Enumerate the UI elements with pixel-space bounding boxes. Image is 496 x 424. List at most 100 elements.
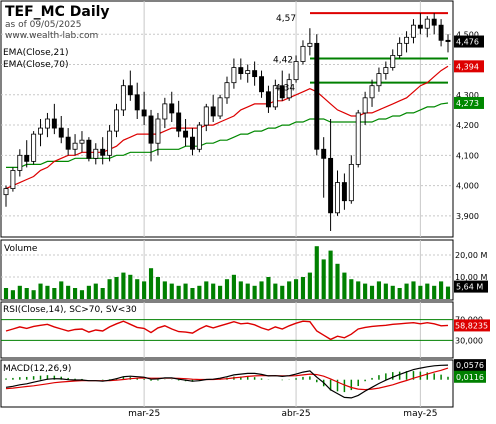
price-tick-label: 4,100 bbox=[456, 151, 479, 160]
candle-body bbox=[300, 45, 306, 62]
grid-layer bbox=[1, 1, 453, 407]
volume-bar bbox=[280, 285, 285, 299]
volume-bar bbox=[425, 283, 430, 299]
volume-bar bbox=[445, 286, 451, 299]
candle-body bbox=[31, 133, 37, 162]
ema70-layer bbox=[6, 102, 449, 168]
candle-body bbox=[362, 97, 368, 114]
axis-labels: mar-25abr-25may-254,5004,4004,3004,2004,… bbox=[128, 14, 490, 419]
volume-bar bbox=[93, 283, 98, 299]
chart-title: TEF_MC Daily bbox=[5, 4, 110, 20]
candle-body bbox=[17, 154, 23, 171]
candle-body bbox=[162, 103, 168, 120]
ema21-value-tag-bg bbox=[454, 60, 484, 73]
candle-body bbox=[404, 36, 410, 44]
candle-body bbox=[355, 112, 361, 165]
candle-body bbox=[224, 82, 230, 99]
candle-body bbox=[417, 24, 423, 29]
candle-body bbox=[328, 157, 334, 214]
volume-bar bbox=[17, 285, 22, 299]
candle-body bbox=[65, 136, 71, 150]
volume-bar bbox=[121, 272, 126, 299]
candle-body bbox=[217, 97, 223, 117]
candle-body bbox=[321, 148, 327, 159]
rsi-title: RSI(Close,14), SC>70, SV<30 bbox=[3, 305, 137, 315]
price-tick-label: 3,900 bbox=[456, 212, 479, 221]
candle-body bbox=[38, 127, 44, 135]
volume-bar bbox=[38, 283, 43, 299]
volume-bar bbox=[356, 281, 361, 299]
volume-bar bbox=[148, 268, 154, 299]
macd-last-tag-bg bbox=[454, 359, 486, 372]
candle-body bbox=[58, 127, 64, 138]
volume-bar bbox=[245, 283, 250, 299]
candle-body bbox=[335, 182, 340, 214]
candle-body bbox=[231, 67, 237, 84]
candle-body bbox=[24, 154, 30, 162]
macd-line bbox=[5, 364, 449, 399]
ema70-line bbox=[6, 102, 449, 168]
volume-bar bbox=[52, 288, 57, 299]
volume-bar bbox=[169, 283, 174, 299]
x-tick-label: abr-25 bbox=[282, 409, 311, 419]
candle-body bbox=[127, 85, 133, 96]
candle-body bbox=[376, 73, 382, 87]
volume-title: Volume bbox=[4, 244, 38, 254]
candle-body bbox=[341, 182, 347, 202]
volume-bar bbox=[128, 274, 133, 299]
price-tick-label: 4,500 bbox=[456, 30, 479, 39]
macd-title: MACD(12,26,9) bbox=[3, 364, 71, 374]
candle-body bbox=[189, 136, 195, 150]
volume-bar bbox=[439, 281, 444, 299]
macd-layer bbox=[5, 364, 449, 399]
price-tick-label: 4,200 bbox=[456, 121, 479, 130]
candle-body bbox=[445, 39, 451, 42]
volume-bar bbox=[155, 277, 161, 299]
candle-body bbox=[3, 188, 9, 196]
rsi-line bbox=[5, 320, 449, 341]
last-price-tag: 4,476 bbox=[456, 38, 479, 47]
rsi-last-tag: 58,8235 bbox=[455, 321, 488, 330]
volume-bar bbox=[404, 283, 409, 299]
candle-body bbox=[286, 79, 292, 99]
candle-body bbox=[252, 70, 258, 78]
ema70-value-tag: 4,273 bbox=[456, 99, 479, 108]
candle-body bbox=[245, 70, 251, 75]
volume-bar bbox=[197, 285, 202, 299]
macd-hist-last-tag-bg bbox=[454, 370, 486, 383]
candle-body bbox=[431, 18, 437, 26]
price-tick-label: 4,300 bbox=[456, 91, 479, 100]
volume-bar bbox=[307, 272, 312, 299]
ema21-value-tag: 4,394 bbox=[456, 62, 479, 71]
volume-bar bbox=[287, 281, 292, 299]
volume-bar bbox=[72, 288, 78, 299]
volume-bar bbox=[204, 281, 209, 299]
candle-body bbox=[107, 130, 113, 156]
volume-bar bbox=[418, 285, 423, 299]
volume-bar bbox=[190, 288, 195, 299]
volume-bar bbox=[300, 277, 306, 299]
rsi-layer bbox=[1, 319, 453, 341]
volume-bar bbox=[238, 281, 243, 299]
level-annotation: 4,57 bbox=[276, 14, 296, 24]
macd-signal-line bbox=[5, 367, 449, 391]
volume-bar bbox=[3, 288, 9, 299]
candle-body bbox=[293, 61, 299, 81]
volume-bar bbox=[218, 285, 223, 299]
volume-bar bbox=[321, 259, 326, 299]
rsi-tick-label: 30,000 bbox=[455, 336, 483, 345]
rsi-last-tag-bg bbox=[454, 319, 490, 332]
volume-bar bbox=[183, 283, 188, 299]
volume-bar bbox=[66, 285, 71, 299]
candle-body bbox=[383, 67, 389, 75]
candle-body bbox=[120, 85, 126, 111]
volume-bar bbox=[31, 290, 36, 299]
candle-body bbox=[314, 42, 320, 150]
candle-body bbox=[79, 139, 85, 144]
volume-bar bbox=[390, 285, 395, 299]
candle-body bbox=[348, 163, 354, 202]
candle-body bbox=[438, 24, 444, 41]
candle-body bbox=[44, 118, 50, 129]
